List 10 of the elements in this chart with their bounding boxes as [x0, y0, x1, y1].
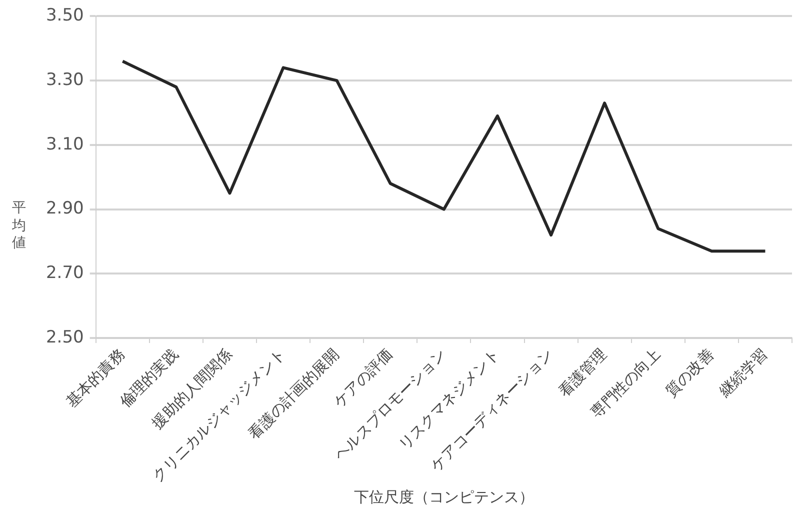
y-axis-title: 平均値 — [12, 200, 27, 252]
y-tick-label: 2.50 — [46, 327, 84, 348]
y-tick-label: 3.50 — [46, 6, 84, 26]
y-tick-label: 2.90 — [46, 198, 84, 219]
y-tick-label: 2.70 — [46, 263, 84, 284]
x-tick-label: 継続学習 — [714, 345, 771, 402]
x-tick-label: 質の改善 — [662, 345, 718, 400]
y-tick-label: 3.10 — [46, 134, 84, 154]
y-tick-label: 3.30 — [46, 70, 84, 90]
x-axis-title: 下位尺度（コンピテンス） — [354, 488, 534, 506]
